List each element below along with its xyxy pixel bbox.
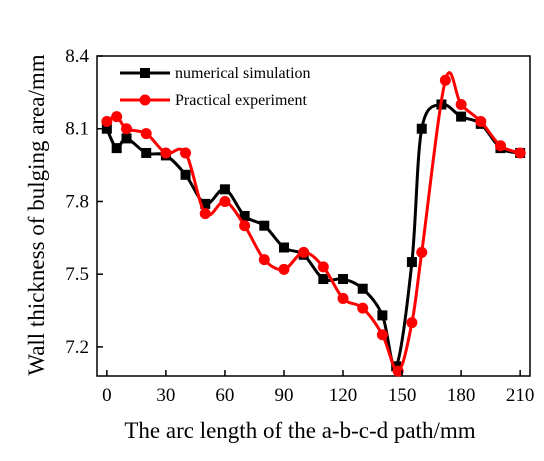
- x-tick-label: 150: [388, 385, 417, 406]
- x-tick-label: 120: [329, 385, 358, 406]
- data-point: [141, 148, 151, 158]
- data-point: [338, 274, 348, 284]
- data-point: [122, 133, 132, 143]
- x-tick-label: 90: [274, 385, 293, 406]
- data-point: [417, 124, 427, 134]
- data-point: [456, 112, 466, 122]
- data-point: [298, 247, 309, 258]
- data-point: [112, 143, 122, 153]
- data-point: [279, 243, 289, 253]
- y-tick-label: 7.8: [65, 191, 89, 212]
- data-point: [377, 310, 387, 320]
- data-point: [278, 264, 289, 275]
- x-tick-label: 210: [506, 385, 535, 406]
- y-axis-title: Wall thickness of bulging area/mm: [24, 54, 49, 375]
- y-tick-label: 7.5: [65, 264, 89, 285]
- legend: numerical simulation Practical experiment: [120, 65, 311, 109]
- data-point: [220, 184, 230, 194]
- data-point: [357, 303, 368, 314]
- data-point: [121, 123, 132, 134]
- data-point: [239, 220, 250, 231]
- data-point: [141, 128, 152, 139]
- data-point: [101, 116, 112, 127]
- y-tick-label: 8.4: [65, 46, 89, 67]
- legend-label: numerical simulation: [175, 65, 311, 82]
- series-layer: [101, 73, 525, 377]
- data-point: [219, 196, 230, 207]
- data-point: [318, 261, 329, 272]
- data-point: [377, 329, 388, 340]
- data-point: [406, 317, 417, 328]
- data-point: [200, 208, 211, 219]
- data-point: [338, 293, 349, 304]
- series-line: [107, 104, 520, 367]
- x-tick-label: 60: [215, 385, 234, 406]
- legend-label: Practical experiment: [175, 92, 307, 109]
- y-tick-label: 8.1: [65, 119, 89, 140]
- data-point: [495, 140, 506, 151]
- data-point: [318, 274, 328, 284]
- data-point: [259, 254, 270, 265]
- x-tick-label: 0: [102, 385, 112, 406]
- data-point: [440, 75, 451, 86]
- data-point: [180, 147, 191, 158]
- legend-item-1: numerical simulation: [120, 65, 311, 82]
- data-point: [181, 170, 191, 180]
- x-axis-title: The arc length of the a-b-c-d path/mm: [124, 418, 475, 443]
- legend-marker: [140, 68, 150, 78]
- series-1: [102, 99, 525, 371]
- x-tick-label: 180: [447, 385, 476, 406]
- data-point: [416, 247, 427, 258]
- x-tick-label: 30: [156, 385, 175, 406]
- data-point: [259, 221, 269, 231]
- y-tick-label: 7.2: [65, 337, 89, 358]
- legend-item-2: Practical experiment: [120, 92, 307, 109]
- legend-marker: [140, 95, 151, 106]
- data-point: [160, 147, 171, 158]
- data-point: [407, 257, 417, 267]
- data-point: [456, 99, 467, 110]
- data-point: [111, 111, 122, 122]
- data-point: [475, 116, 486, 127]
- data-point: [358, 284, 368, 294]
- data-point: [515, 147, 526, 158]
